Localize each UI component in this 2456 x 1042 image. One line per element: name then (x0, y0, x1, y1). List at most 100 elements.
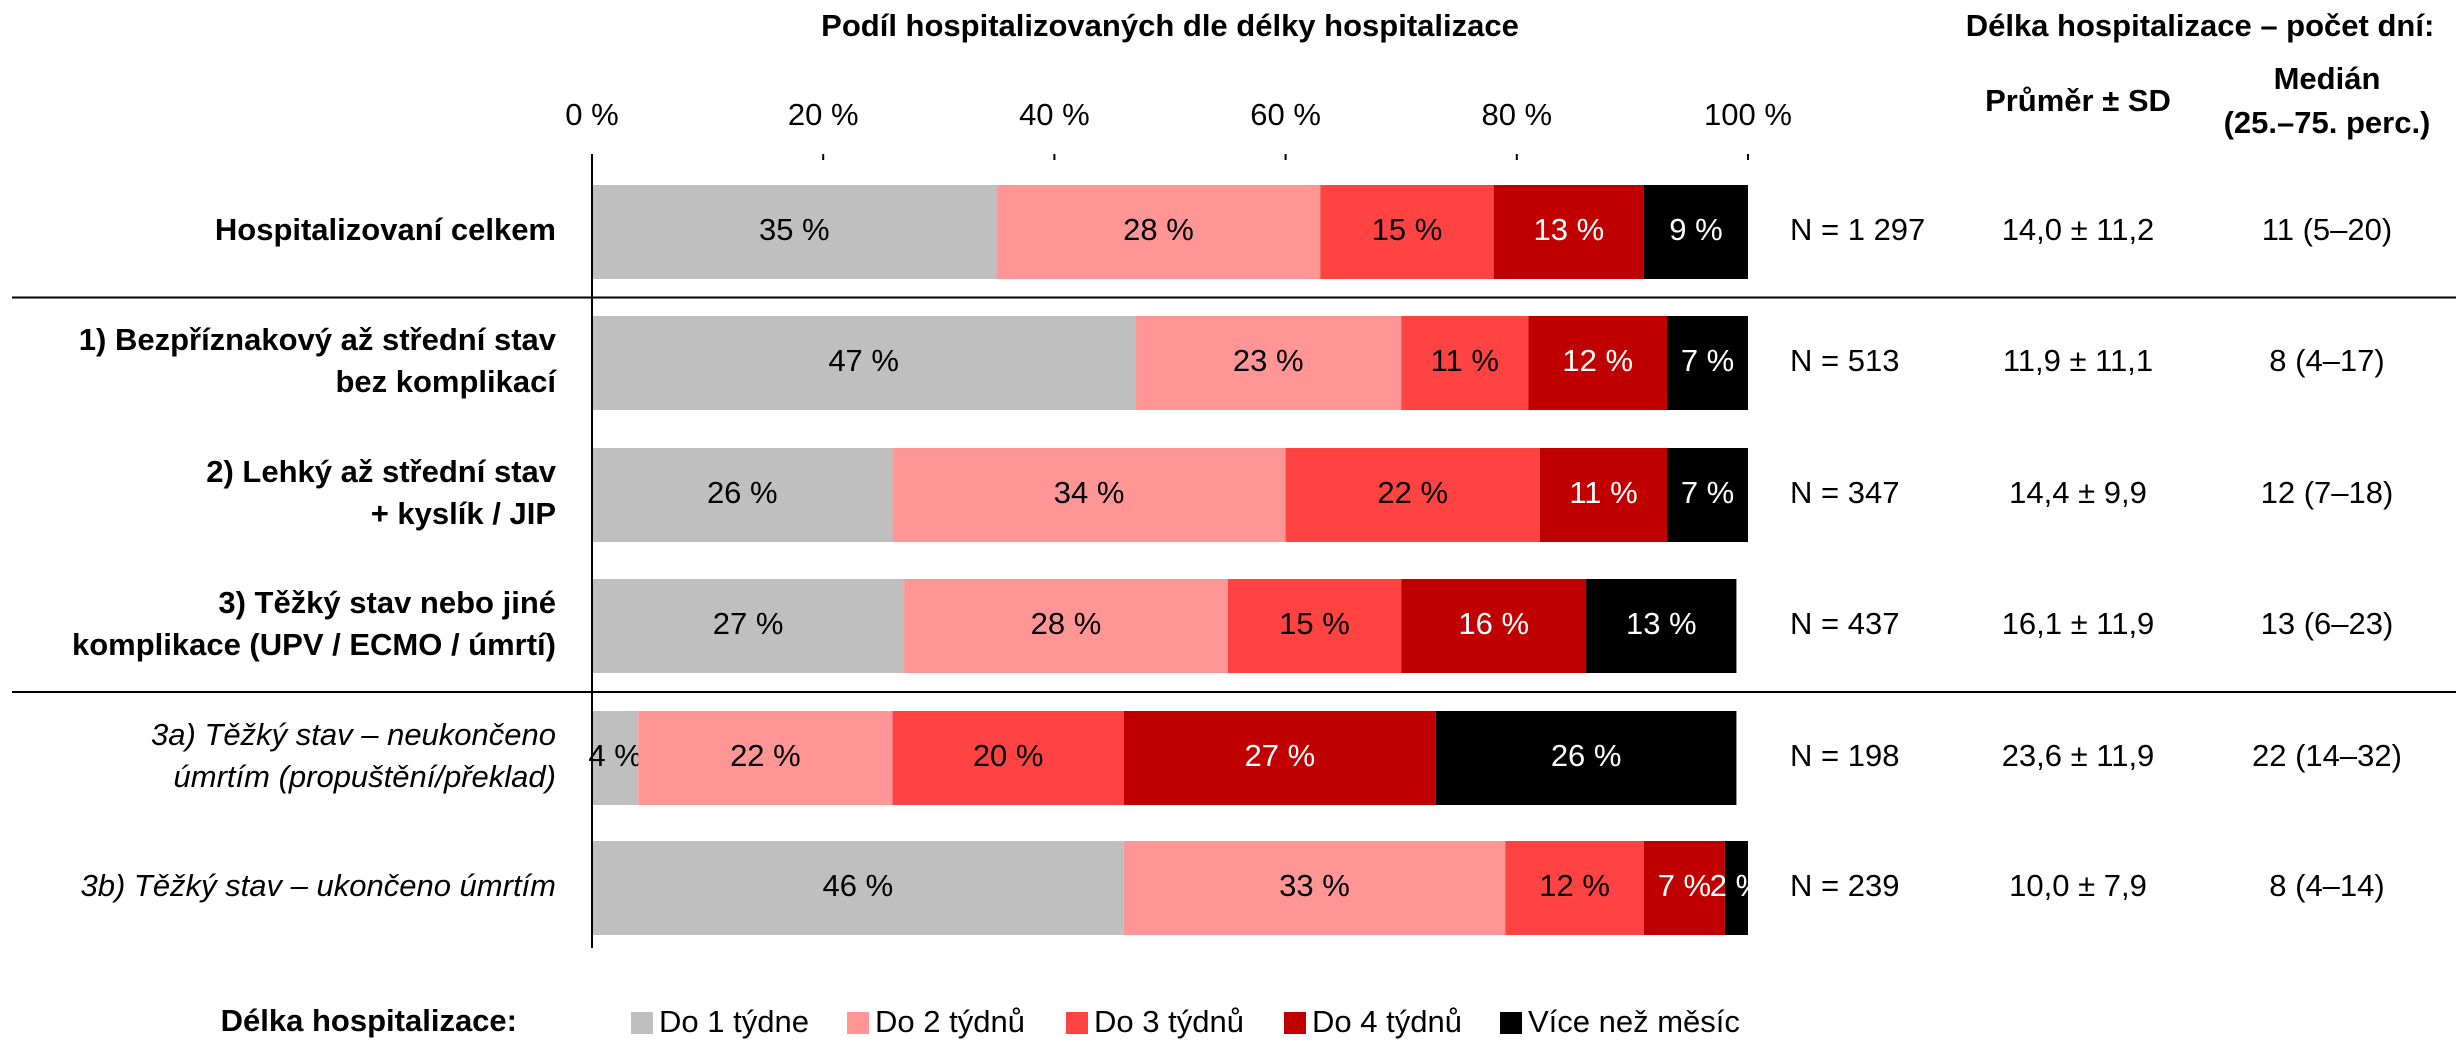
value-label: 7 % (1681, 343, 1734, 378)
chart-title: Podíl hospitalizovaných dle délky hospit… (821, 8, 1519, 43)
bar-segment (892, 711, 1124, 805)
value-label: 15 % (1372, 212, 1443, 247)
value-label: 33 % (1279, 868, 1350, 903)
value-label: 27 % (1244, 738, 1315, 773)
value-label: 26 % (1551, 738, 1622, 773)
bar-segment (1435, 711, 1737, 805)
mean-sd: 23,6 ± 11,9 (2002, 738, 2155, 773)
category-label: 3) Těžký stav nebo jiné komplikace (UPV /… (72, 585, 556, 662)
bar-segment (1493, 185, 1644, 279)
value-label: 28 % (1123, 212, 1194, 247)
bar-segment (1667, 448, 1748, 542)
value-label: 26 % (707, 475, 778, 510)
bar-segment (1320, 185, 1494, 279)
value-label: 23 % (1233, 343, 1304, 378)
bar-segment (1401, 316, 1529, 410)
legend-swatch (1500, 1012, 1522, 1034)
n-label: N = 239 (1790, 868, 1899, 903)
median: 13 (6–23) (2261, 606, 2394, 641)
x-tick-label: 40 % (1019, 97, 1090, 132)
bar-segment (904, 579, 1228, 673)
value-label: 7 % (1658, 868, 1711, 903)
value-label: 12 % (1539, 868, 1610, 903)
legend-title: Délka hospitalizace: (221, 1003, 517, 1038)
bar-segment (1724, 841, 1748, 935)
bar-segment (1123, 841, 1506, 935)
category-label: Hospitalizovaní celkem (215, 212, 556, 247)
median: 22 (14–32) (2252, 738, 2402, 773)
median: 12 (7–18) (2261, 475, 2394, 510)
value-label: 4 % (588, 738, 641, 773)
value-label: 13 % (1626, 606, 1697, 641)
x-tick-label: 80 % (1481, 97, 1552, 132)
median-header: Medián (25.–75. perc.) (2224, 61, 2431, 140)
value-label: 28 % (1031, 606, 1102, 641)
mean-sd: 11,9 ± 11,1 (2003, 343, 2153, 378)
value-label: 35 % (759, 212, 830, 247)
category-label: 3b) Těžký stav – ukončeno úmrtím (80, 868, 556, 903)
bar-segment (1505, 841, 1644, 935)
category-label: 3a) Těžký stav – neukončeno úmrtím (propu… (151, 717, 556, 794)
bar-segment (592, 316, 1136, 410)
bar-segment (1539, 448, 1668, 542)
value-label: 46 % (823, 868, 894, 903)
value-label: 16 % (1458, 606, 1529, 641)
bar-segment (1123, 711, 1436, 805)
n-label: N = 513 (1790, 343, 1899, 378)
bar-segment (892, 448, 1286, 542)
median: 8 (4–14) (2269, 868, 2384, 903)
value-label: 15 % (1279, 606, 1350, 641)
n-label: N = 437 (1790, 606, 1899, 641)
bar-segment (1643, 841, 1725, 935)
value-label: 7 % (1681, 475, 1734, 510)
legend-label: Do 1 týdne (659, 1004, 809, 1039)
value-label: 11 % (1569, 475, 1637, 510)
mean-header: Průměr ± SD (1985, 83, 2171, 118)
value-label: 22 % (1377, 475, 1448, 510)
value-label: 9 % (1669, 212, 1722, 247)
bar-segment (1667, 316, 1748, 410)
value-label: 27 % (713, 606, 784, 641)
mean-sd: 14,0 ± 11,2 (2002, 212, 2155, 247)
mean-sd: 16,1 ± 11,9 (2002, 606, 2155, 641)
stats-title: Délka hospitalizace – počet dní: (1966, 8, 2435, 43)
mean-sd: 10,0 ± 7,9 (2009, 868, 2147, 903)
bar-segment (638, 711, 893, 805)
value-label: 22 % (730, 738, 801, 773)
x-tick-label: 100 % (1704, 97, 1792, 132)
legend-swatch (847, 1012, 869, 1034)
bar-segment (1401, 579, 1587, 673)
value-label: 2 % (1710, 868, 1763, 903)
value-label: 20 % (973, 738, 1044, 773)
median: 11 (5–20) (2262, 212, 2392, 247)
bar-segment (1528, 316, 1668, 410)
value-label: 47 % (828, 343, 899, 378)
n-label: N = 347 (1790, 475, 1899, 510)
bar-segment (1643, 185, 1748, 279)
category-label: 1) Bezpříznakový až střední stav bez komp… (79, 322, 558, 399)
value-label: 34 % (1054, 475, 1125, 510)
value-label: 12 % (1562, 343, 1633, 378)
value-label: 13 % (1533, 212, 1604, 247)
legend-label: Více než měsíc (1528, 1004, 1740, 1039)
bar-segment (1586, 579, 1737, 673)
bar-segment (592, 579, 905, 673)
mean-sd: 14,4 ± 9,9 (2009, 475, 2147, 510)
bar-segment (592, 185, 997, 279)
bar-segment (592, 711, 639, 805)
bar-segment (592, 448, 893, 542)
legend-swatch (631, 1012, 653, 1034)
legend-label: Do 3 týdnů (1094, 1004, 1244, 1039)
bar-segment (1227, 579, 1402, 673)
legend-label: Do 4 týdnů (1312, 1004, 1462, 1039)
value-label: 11 % (1431, 343, 1499, 378)
n-label: N = 1 297 (1790, 212, 1925, 247)
bar-segment (592, 841, 1124, 935)
x-tick-label: 0 % (565, 97, 618, 132)
category-label: 2) Lehký až střední stav + kyslík / JIP (206, 454, 557, 531)
bar-segment (1135, 316, 1402, 410)
x-tick-label: 20 % (788, 97, 859, 132)
bar-segment (1285, 448, 1540, 542)
median: 8 (4–17) (2269, 343, 2384, 378)
